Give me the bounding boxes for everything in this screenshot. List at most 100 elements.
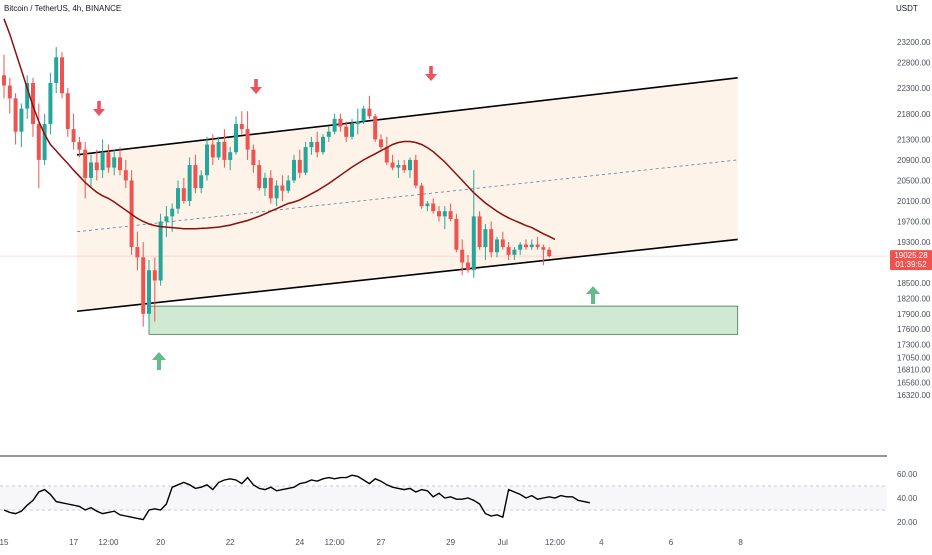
- price-axis-label: 17900.00: [897, 310, 931, 319]
- candle-body: [332, 118, 337, 132]
- candle-body: [170, 208, 175, 217]
- price-axis-label: 18500.00: [897, 279, 931, 288]
- candle-body: [355, 121, 360, 125]
- candle-body: [425, 203, 430, 207]
- sell-signal-arrow-icon: [250, 79, 262, 94]
- candle-body: [437, 211, 441, 217]
- candle-body: [541, 247, 546, 250]
- price-axis-label: 19700.00: [897, 217, 931, 226]
- candle-body: [19, 108, 24, 132]
- candle-body: [297, 159, 302, 173]
- candle-body: [54, 57, 59, 83]
- candle-body: [147, 270, 151, 314]
- candle-body: [454, 218, 459, 250]
- candle-body: [77, 141, 82, 150]
- candle-body: [141, 257, 146, 314]
- candle-body: [135, 247, 140, 258]
- candle-body: [106, 152, 111, 168]
- price-axis-label: 20100.00: [897, 197, 931, 206]
- price-axis-label: 17600.00: [897, 325, 931, 334]
- candle-body: [280, 185, 285, 191]
- price-axis-label: 22300.00: [897, 84, 931, 93]
- sell-signal-arrow-icon: [93, 101, 105, 116]
- candle-body: [228, 152, 233, 160]
- price-axis-label: 20500.00: [897, 176, 931, 185]
- time-axis-label: 17: [69, 538, 78, 547]
- rsi-line: [3, 474, 590, 521]
- time-axis-label: 12:00: [545, 538, 566, 547]
- price-unit: USDT: [896, 4, 918, 13]
- price-axis-label: 21300.00: [897, 135, 931, 144]
- candle-body: [118, 157, 122, 171]
- candle-body: [60, 57, 64, 94]
- candle-body: [477, 216, 482, 248]
- candle-body: [25, 82, 30, 109]
- candle-body: [199, 175, 204, 189]
- candle-body: [42, 124, 47, 160]
- candle-body: [402, 165, 407, 171]
- candle-body: [292, 159, 296, 181]
- time-axis-label: 27: [377, 538, 386, 547]
- candle-body: [512, 249, 517, 255]
- candle-body: [268, 177, 273, 199]
- symbol-title: Bitcoin / TetherUS, 4h, BINANCE: [4, 4, 122, 13]
- time-axis-label: 4: [599, 538, 604, 547]
- time-axis-label: 12:00: [325, 538, 346, 547]
- time-axis-label: 29: [446, 538, 455, 547]
- time-axis-label: 22: [226, 538, 235, 547]
- price-axis-label: 19300.00: [897, 238, 931, 247]
- candle-body: [326, 131, 331, 137]
- candle-body: [245, 129, 250, 150]
- time-axis-label: 8: [738, 538, 743, 547]
- candle-body: [390, 162, 395, 168]
- price-axis-label: 22800.00: [897, 58, 931, 67]
- candle-body: [506, 247, 511, 255]
- price-axis-label: 18200.00: [897, 294, 931, 303]
- candle-countdown: 01:39:52: [895, 260, 927, 269]
- candle-body: [263, 177, 267, 189]
- candle-body: [48, 82, 53, 125]
- candle-body: [448, 211, 453, 219]
- candle-body: [7, 85, 12, 99]
- buy-signal-arrow-icon: [152, 352, 166, 370]
- price-axis-label: 23200.00: [897, 38, 931, 47]
- rsi-axis-label: 60.00: [897, 470, 918, 479]
- price-axis-label: 17050.00: [897, 353, 931, 362]
- price-axis-label: 16320.00: [897, 391, 931, 400]
- price-axis-label: 21800.00: [897, 110, 931, 119]
- candle-body: [408, 159, 412, 171]
- candle-body: [251, 149, 256, 166]
- candle-body: [36, 124, 41, 160]
- candle-body: [286, 180, 291, 191]
- candle-body: [100, 152, 105, 171]
- channel-mid-line: [77, 159, 738, 233]
- time-axis-label: 15: [0, 538, 9, 547]
- rsi-axis-label: 20.00: [897, 518, 918, 527]
- rsi-axis-label: 40.00: [897, 494, 918, 503]
- candle-body: [112, 157, 117, 168]
- candle-body: [361, 108, 366, 122]
- candle-body: [471, 216, 476, 271]
- price-axis-label: 20900.00: [897, 156, 931, 165]
- candle-body: [83, 149, 88, 178]
- candle-body: [338, 118, 343, 127]
- candle-body: [419, 185, 424, 207]
- candle-body: [13, 98, 18, 132]
- price-axis-label: 16810.00: [897, 366, 931, 375]
- candle-body: [193, 165, 198, 189]
- current-price-value: 19025.28: [894, 251, 928, 260]
- candle-body: [176, 188, 180, 209]
- rsi-band: [0, 486, 887, 510]
- candle-body: [321, 136, 325, 153]
- candle-body: [71, 129, 76, 142]
- time-axis-label: Jul: [498, 538, 508, 547]
- candle-body: [205, 144, 209, 176]
- candle-body: [442, 211, 447, 217]
- candle-body: [65, 93, 70, 130]
- candle-body: [2, 75, 6, 86]
- channel-upper-line: [76, 77, 738, 156]
- candle-body: [367, 108, 372, 117]
- candle-body: [373, 116, 378, 140]
